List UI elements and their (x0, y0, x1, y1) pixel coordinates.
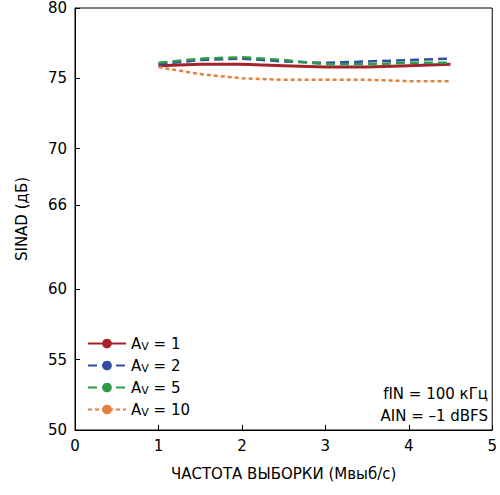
html-text:AV: AV (131, 400, 149, 419)
svg-text:ЧАСТОТА ВЫБОРКИ (Мвыб/с): ЧАСТОТА ВЫБОРКИ (Мвыб/с) (171, 465, 396, 483)
svg-text:= 10: = 10 (149, 401, 190, 419)
html-text:AV: AV (131, 334, 149, 353)
svg-text:AIN = –1 dBFS: AIN = –1 dBFS (380, 407, 488, 425)
svg-text:66: 66 (48, 196, 67, 214)
html-text:AV: AV (131, 378, 149, 397)
svg-text:= 2: = 2 (149, 357, 181, 375)
html-text:AV: AV (131, 356, 149, 375)
svg-text:5: 5 (487, 437, 497, 455)
svg-text:50: 50 (48, 421, 67, 439)
svg-text:fIN = 100 кГц: fIN = 100 кГц (383, 385, 488, 403)
svg-text:4: 4 (404, 437, 414, 455)
svg-text:80: 80 (48, 0, 67, 17)
svg-text:2: 2 (237, 437, 247, 455)
svg-text:60: 60 (48, 280, 67, 298)
svg-text:= 5: = 5 (149, 379, 181, 397)
svg-text:1: 1 (154, 437, 164, 455)
svg-text:55: 55 (48, 351, 67, 369)
svg-text:0: 0 (70, 437, 80, 455)
svg-text:SINAD (дБ): SINAD (дБ) (13, 177, 31, 261)
svg-text:75: 75 (48, 69, 67, 87)
svg-text:= 1: = 1 (149, 335, 181, 353)
svg-text:3: 3 (321, 437, 331, 455)
svg-text:70: 70 (48, 140, 67, 158)
